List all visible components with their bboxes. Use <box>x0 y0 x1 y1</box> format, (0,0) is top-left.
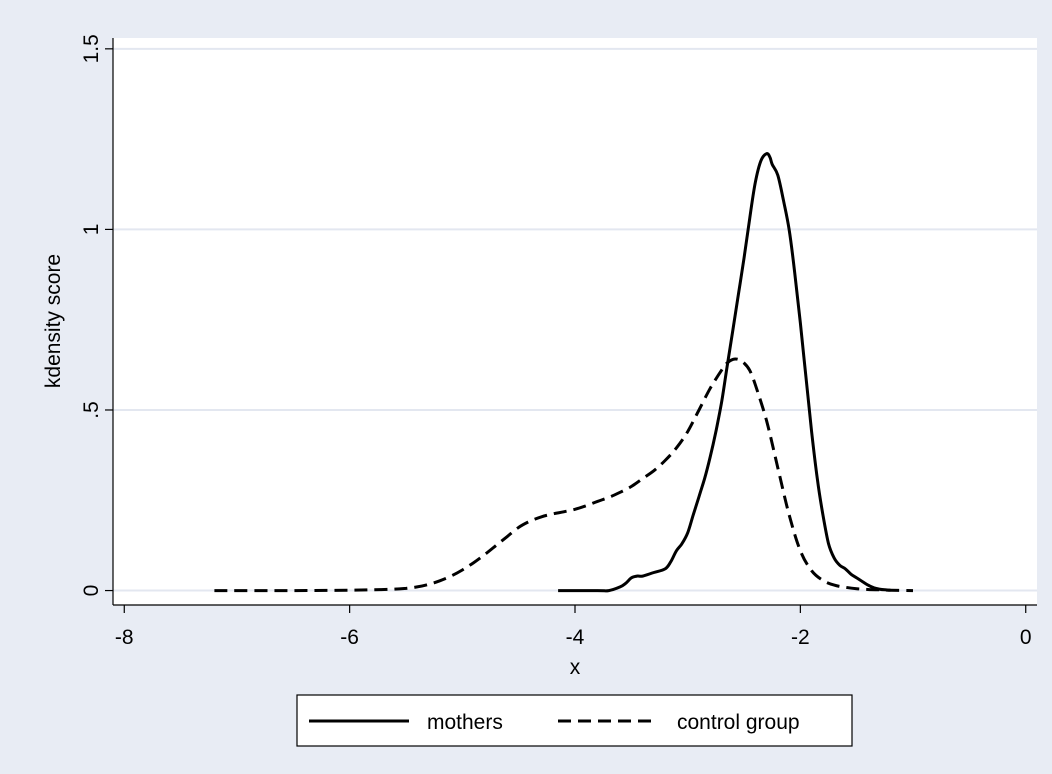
legend: mothers control group <box>296 694 853 747</box>
y-axis-ticks: 0 .5 1 1.5 <box>80 34 113 596</box>
y-tick-label: .5 <box>80 401 103 419</box>
x-axis-ticks: -8 -6 -4 -2 0 <box>115 605 1032 649</box>
y-tick-label: 1 <box>80 224 103 236</box>
y-tick-label: 0 <box>80 585 103 597</box>
x-tick-label: 0 <box>1020 626 1032 649</box>
legend-label-mothers: mothers <box>427 711 503 734</box>
legend-label-control-group: control group <box>677 711 800 734</box>
series-line-mothers <box>558 152 891 593</box>
plot-area <box>113 38 1037 605</box>
y-axis-title: kdensity score <box>42 254 65 388</box>
y-tick-label: 1.5 <box>80 34 103 63</box>
x-axis-title: x <box>570 656 581 679</box>
series-layer <box>214 152 914 593</box>
x-tick-label: -4 <box>566 626 585 649</box>
x-tick-label: -2 <box>791 626 810 649</box>
x-tick-label: -6 <box>340 626 359 649</box>
x-tick-label: -8 <box>115 626 134 649</box>
series-line-control-group <box>214 357 914 593</box>
